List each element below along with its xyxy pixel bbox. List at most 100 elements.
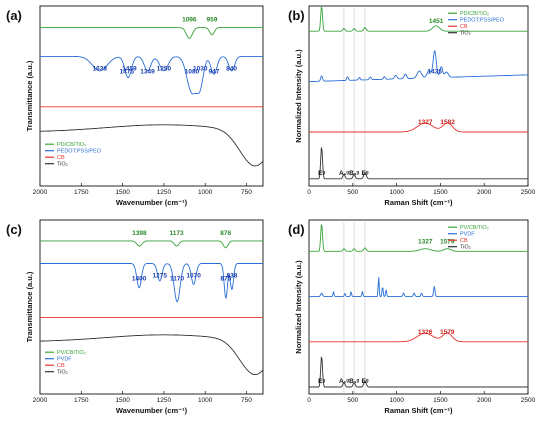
x-tick-label: 2500 [521, 397, 536, 404]
series-line-2 [309, 49, 529, 83]
legend-entry: TiO₂ [460, 245, 471, 251]
series-line-3 [309, 122, 528, 133]
peak-annotation: 1030 [193, 65, 208, 72]
peak-annotation: 876 [220, 230, 231, 237]
panel-4: (d) 0 500 1000 1500 2000 2500 Raman Shift (cm⁻¹… [288, 219, 536, 415]
panel-label: (c) [6, 222, 22, 237]
peak-annotation: 1070 [186, 273, 201, 280]
series-line-3 [309, 332, 528, 343]
legend-entry: TiO₂ [57, 162, 68, 168]
x-tick-label: 1500 [433, 189, 448, 196]
peak-annotation: 1638 [93, 65, 108, 72]
peak-annotation: Eᵍ [362, 170, 369, 177]
legend-entry: PD/CB/TiO₂ [460, 11, 489, 17]
peak-annotation: 1451 [429, 18, 444, 25]
x-tick-label: 1000 [198, 397, 213, 404]
peak-annotation: 1250 [157, 65, 172, 72]
peak-annotation: 1173 [170, 230, 184, 237]
plot-frame [308, 5, 529, 187]
plot-frame [39, 5, 264, 187]
peak-annotation: 1579 [440, 329, 455, 336]
peak-annotation: 1170 [170, 276, 184, 283]
y-axis-title: Normalized Intensity (a.u.) [294, 49, 303, 143]
legend-entry: PEDOT:PSS/PEO [57, 149, 102, 155]
x-tick-label: 1000 [198, 189, 213, 196]
x-tick-label: 2000 [477, 189, 492, 196]
x-tick-label: 500 [347, 189, 358, 196]
legend-entry: PV/CB/TiO₂ [57, 350, 86, 356]
peak-annotation: 1398 [132, 230, 147, 237]
peak-annotation: Eᵍ [362, 378, 369, 385]
peak-annotation: 959 [207, 17, 218, 24]
peak-annotation: 1459 [122, 65, 137, 72]
series-line-1 [309, 223, 528, 252]
peak-annotation: 1080 [185, 68, 200, 75]
legend-entry: TiO₂ [460, 31, 471, 37]
series-line-1 [40, 240, 263, 249]
x-axis-title: Raman Shift (cm⁻¹) [384, 198, 453, 207]
x-tick-label: 1500 [115, 397, 130, 404]
x-tick-label: 1750 [74, 397, 89, 404]
peak-annotation: 1435 [427, 69, 442, 76]
peak-annotation: 1096 [182, 17, 197, 24]
series-line-1 [309, 6, 528, 32]
x-tick-label: 2000 [33, 397, 48, 404]
x-tick-label: 2000 [477, 397, 492, 404]
peak-annotation: B₁ᵍ [349, 378, 359, 385]
peak-annotation: 840 [226, 65, 237, 72]
panel-3: (c) 2000 1750 1500 1250 1000 750 Wavenumber (cm… [6, 219, 264, 415]
x-tick-label: 750 [241, 189, 252, 196]
x-tick-label: 1250 [157, 189, 172, 196]
legend-entry: PEDOT:PSS/PEO [460, 18, 505, 24]
peak-annotation: 1579 [440, 238, 455, 245]
plot-frame [39, 219, 264, 395]
y-axis-title: Transmittance (a.u.) [25, 271, 34, 342]
x-tick-label: 2000 [33, 189, 48, 196]
x-tick-label: 0 [307, 189, 311, 196]
x-axis-title: Raman Shift (cm⁻¹) [384, 406, 453, 415]
legend-entry: TiO₂ [57, 370, 68, 376]
x-tick-label: 1000 [389, 189, 404, 196]
peak-annotation: 947 [209, 68, 220, 75]
legend-entry: PVDF [460, 232, 475, 238]
series-line-4 [40, 124, 264, 167]
x-tick-label: 1000 [389, 397, 404, 404]
peak-annotation: 1326 [418, 329, 433, 336]
x-tick-label: 750 [241, 397, 252, 404]
x-tick-label: 0 [307, 397, 311, 404]
peak-annotation: Eᵍ [318, 170, 325, 177]
y-axis-title: Transmittance (a.u.) [25, 60, 34, 131]
peak-annotation: 1400 [132, 276, 147, 283]
peak-annotation: 875 [220, 276, 231, 283]
plot-frame [308, 219, 529, 395]
series-line-2 [40, 55, 263, 95]
legend-entry: CB [57, 363, 65, 369]
legend-entry: PV/CB/TiO₂ [460, 225, 489, 231]
peak-annotation: Eᵍ [318, 378, 325, 385]
panel-label: (b) [288, 8, 305, 23]
x-tick-label: 1500 [433, 397, 448, 404]
peak-annotation: 1349 [140, 68, 155, 75]
panel-label: (a) [6, 8, 22, 23]
peak-annotation: 1327 [418, 119, 433, 126]
x-tick-label: 1500 [115, 189, 130, 196]
peak-annotation: B₁ᵍ [349, 170, 359, 177]
panel-2: (b) 0 500 1000 1500 2000 2500 Raman Shift (cm⁻¹… [288, 5, 536, 207]
legend-entry: PD/CB/TiO₂ [57, 142, 86, 148]
series-line-1 [40, 27, 263, 39]
x-tick-label: 1750 [74, 189, 89, 196]
series-line-4 [309, 355, 528, 388]
peak-annotation: 1475 [119, 68, 134, 75]
x-axis-title: Wavenumber (cm⁻¹) [116, 198, 188, 207]
series-line-2 [309, 277, 528, 298]
peak-annotation: 1327 [418, 238, 433, 245]
legend-entry: CB [460, 238, 468, 244]
legend-entry: CB [57, 155, 65, 161]
y-axis-title: Normalized Intensity (a.u.) [294, 260, 303, 354]
x-tick-label: 2500 [521, 189, 536, 196]
peak-annotation: A₁ᵍ [339, 378, 349, 385]
peak-annotation: 1582 [440, 119, 455, 126]
legend-entry: PVDF [57, 357, 72, 363]
peak-annotation: 1275 [153, 273, 168, 280]
legend-entry: CB [460, 24, 468, 30]
